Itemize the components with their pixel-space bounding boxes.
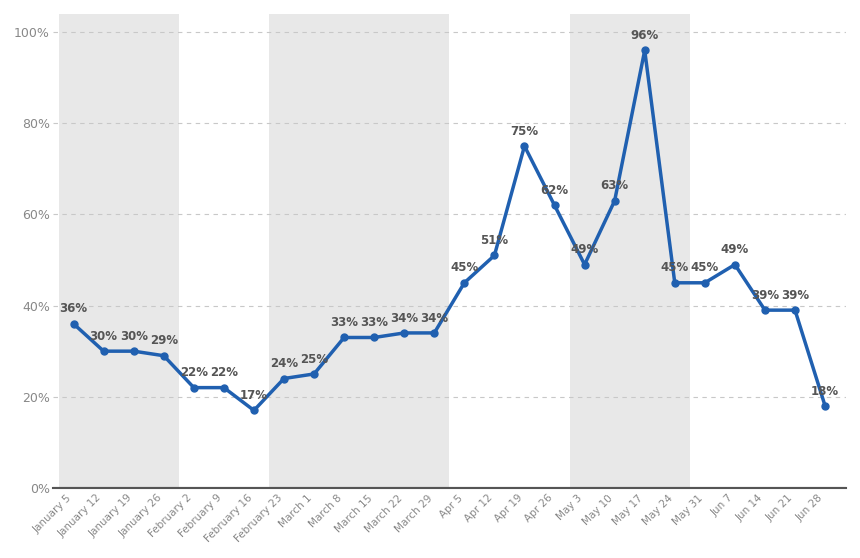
Text: 18%: 18% (811, 384, 839, 397)
Point (397, 329, 411, 338)
Text: 39%: 39% (751, 289, 779, 302)
Point (608, 196, 622, 205)
Point (67, 319, 81, 328)
Bar (269, 14, 449, 488)
Text: 45%: 45% (691, 262, 719, 275)
Point (578, 260, 592, 269)
Point (337, 333, 351, 342)
Point (788, 306, 802, 315)
Text: 96%: 96% (630, 29, 659, 42)
Text: 39%: 39% (781, 289, 809, 302)
Point (728, 260, 742, 269)
Text: 51%: 51% (481, 234, 508, 247)
Text: 45%: 45% (660, 262, 689, 275)
Text: 17%: 17% (240, 389, 268, 402)
Point (187, 383, 200, 392)
Point (97, 347, 111, 355)
Point (367, 333, 381, 342)
Text: 49%: 49% (570, 243, 599, 256)
Point (307, 369, 321, 378)
Text: 30%: 30% (89, 330, 118, 343)
Text: 29%: 29% (150, 334, 178, 348)
Point (277, 374, 291, 383)
Bar (569, 14, 690, 488)
Text: 63%: 63% (600, 180, 629, 193)
Point (247, 406, 261, 415)
Text: 36%: 36% (59, 302, 88, 315)
Point (818, 401, 832, 410)
Text: 22%: 22% (180, 366, 208, 379)
Text: 34%: 34% (421, 311, 448, 325)
Point (518, 142, 531, 151)
Text: 22%: 22% (210, 366, 238, 379)
Text: 24%: 24% (270, 357, 298, 370)
Point (668, 278, 682, 287)
Point (126, 347, 140, 355)
Text: 30%: 30% (120, 330, 148, 343)
Point (638, 46, 652, 55)
Text: 75%: 75% (511, 125, 538, 138)
Bar (58, 14, 179, 488)
Text: 33%: 33% (330, 316, 358, 329)
Text: 49%: 49% (721, 243, 749, 256)
Text: 25%: 25% (300, 353, 329, 365)
Text: 33%: 33% (360, 316, 388, 329)
Point (488, 251, 501, 260)
Point (217, 383, 230, 392)
Point (458, 278, 471, 287)
Point (427, 329, 441, 338)
Text: 34%: 34% (390, 311, 418, 325)
Point (698, 278, 712, 287)
Text: 45%: 45% (451, 262, 478, 275)
Point (758, 306, 771, 315)
Text: 62%: 62% (540, 184, 568, 197)
Point (548, 201, 562, 210)
Point (157, 351, 170, 360)
